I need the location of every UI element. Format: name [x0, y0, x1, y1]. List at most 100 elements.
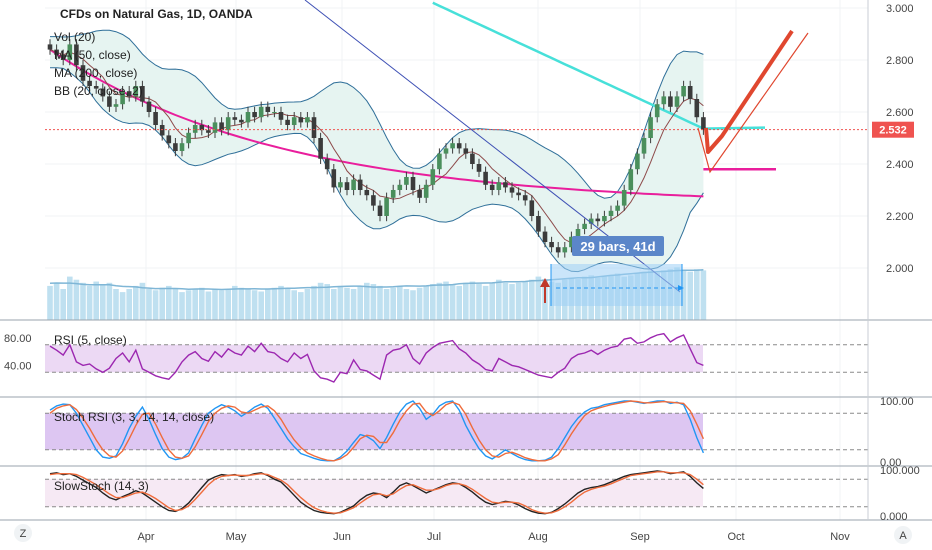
candle [648, 112, 653, 144]
candle [417, 184, 422, 203]
candle-body [133, 86, 139, 97]
candle [562, 242, 568, 258]
candle [489, 179, 495, 196]
bollinger-upper-line [50, 29, 704, 199]
candle-body [489, 184, 495, 190]
volume-bar [430, 284, 436, 320]
rsi-pane[interactable] [45, 332, 868, 383]
candle [67, 39, 73, 66]
candle [621, 184, 627, 211]
candle [146, 96, 152, 118]
candle-body [516, 192, 521, 196]
rsi-tick-label: 40.00 [4, 360, 32, 372]
candle-body [113, 104, 119, 107]
volume-bar [139, 282, 146, 320]
candle [258, 101, 264, 123]
bottom-right-button[interactable]: A [894, 526, 912, 544]
candle-body [549, 242, 554, 248]
zoom-button-label: Z [20, 528, 27, 540]
slow-stoch-k-line [49, 470, 704, 515]
volume-bar [251, 290, 258, 320]
candle-body [107, 96, 112, 107]
candle [225, 112, 231, 136]
volume-bar [443, 281, 449, 320]
bottom-left-button[interactable]: Z [14, 524, 32, 542]
candle-body [87, 80, 92, 86]
candle-body [701, 117, 706, 130]
candle-body [503, 182, 508, 188]
long-ma-cyan-line [432, 1, 766, 130]
volume-bar [212, 289, 218, 320]
candle [252, 106, 257, 123]
candle-body [602, 216, 607, 222]
candle [694, 93, 700, 123]
volume-bar [377, 285, 383, 320]
volume-bar [496, 279, 502, 320]
candle [476, 158, 482, 177]
candle [192, 119, 198, 138]
volume-bar [390, 287, 396, 320]
volume-bar [416, 287, 423, 320]
candle [265, 101, 271, 118]
candle-body [318, 138, 323, 159]
volume-bar [159, 287, 165, 320]
candle-body [470, 153, 475, 164]
candle [199, 119, 205, 136]
candle-body [437, 153, 442, 170]
volume-bar [86, 285, 93, 320]
rsi-tick-label: 80.00 [4, 333, 32, 345]
volume-bar [298, 292, 304, 320]
price-tick-label: 2.600 [886, 107, 914, 119]
volume-bar [146, 289, 152, 320]
volume-bar [172, 289, 179, 320]
volume-bar [489, 282, 495, 320]
price-tick-label: 2.400 [886, 159, 914, 171]
volume-bar [463, 282, 469, 320]
candle-body [668, 96, 673, 107]
zoom-button-bg[interactable] [14, 524, 32, 542]
time-tick-label: May [226, 531, 247, 543]
candle-body [67, 44, 73, 60]
candle [456, 138, 462, 154]
candle [470, 148, 475, 170]
volume-bar [337, 285, 344, 320]
candle-body [186, 132, 191, 144]
volume-bar [291, 290, 297, 320]
candle [179, 138, 185, 157]
volume-bar [403, 289, 410, 320]
candle [681, 80, 686, 102]
candle [542, 226, 548, 248]
price-tick-label: 2.000 [886, 263, 914, 275]
candle-body [522, 195, 528, 201]
stoch-rsi-pane-label: Stoch RSI (3, 3, 14, 14, close) [54, 410, 214, 424]
candle [47, 39, 53, 55]
slow-stoch-pane[interactable] [45, 470, 868, 515]
candle-body [410, 177, 416, 190]
time-tick-label: Aug [528, 531, 548, 543]
volume-bar [357, 285, 363, 320]
chart-title: CFDs on Natural Gas, 1D, OANDA [60, 7, 253, 21]
main-price-pane[interactable] [45, 0, 868, 320]
auto-scale-button-bg[interactable] [894, 526, 912, 544]
candle-body [430, 169, 436, 185]
candle-body [641, 138, 647, 154]
candle [318, 132, 323, 164]
volume-bar [119, 292, 126, 320]
candle [74, 39, 79, 71]
candle-body [390, 190, 396, 198]
candle [206, 125, 211, 138]
stoch-rsi-pane[interactable] [45, 400, 868, 462]
measure-range-box [540, 264, 684, 306]
candle [635, 148, 640, 175]
candle [410, 171, 416, 196]
time-tick-label: Sep [630, 531, 650, 543]
volume-bar [284, 289, 291, 320]
candle-body [351, 179, 356, 190]
candle-body [509, 187, 515, 193]
candle-body [100, 88, 106, 97]
candle [483, 166, 488, 190]
candle-body [278, 112, 284, 120]
candle-body [569, 236, 574, 248]
candle-body [555, 247, 561, 253]
